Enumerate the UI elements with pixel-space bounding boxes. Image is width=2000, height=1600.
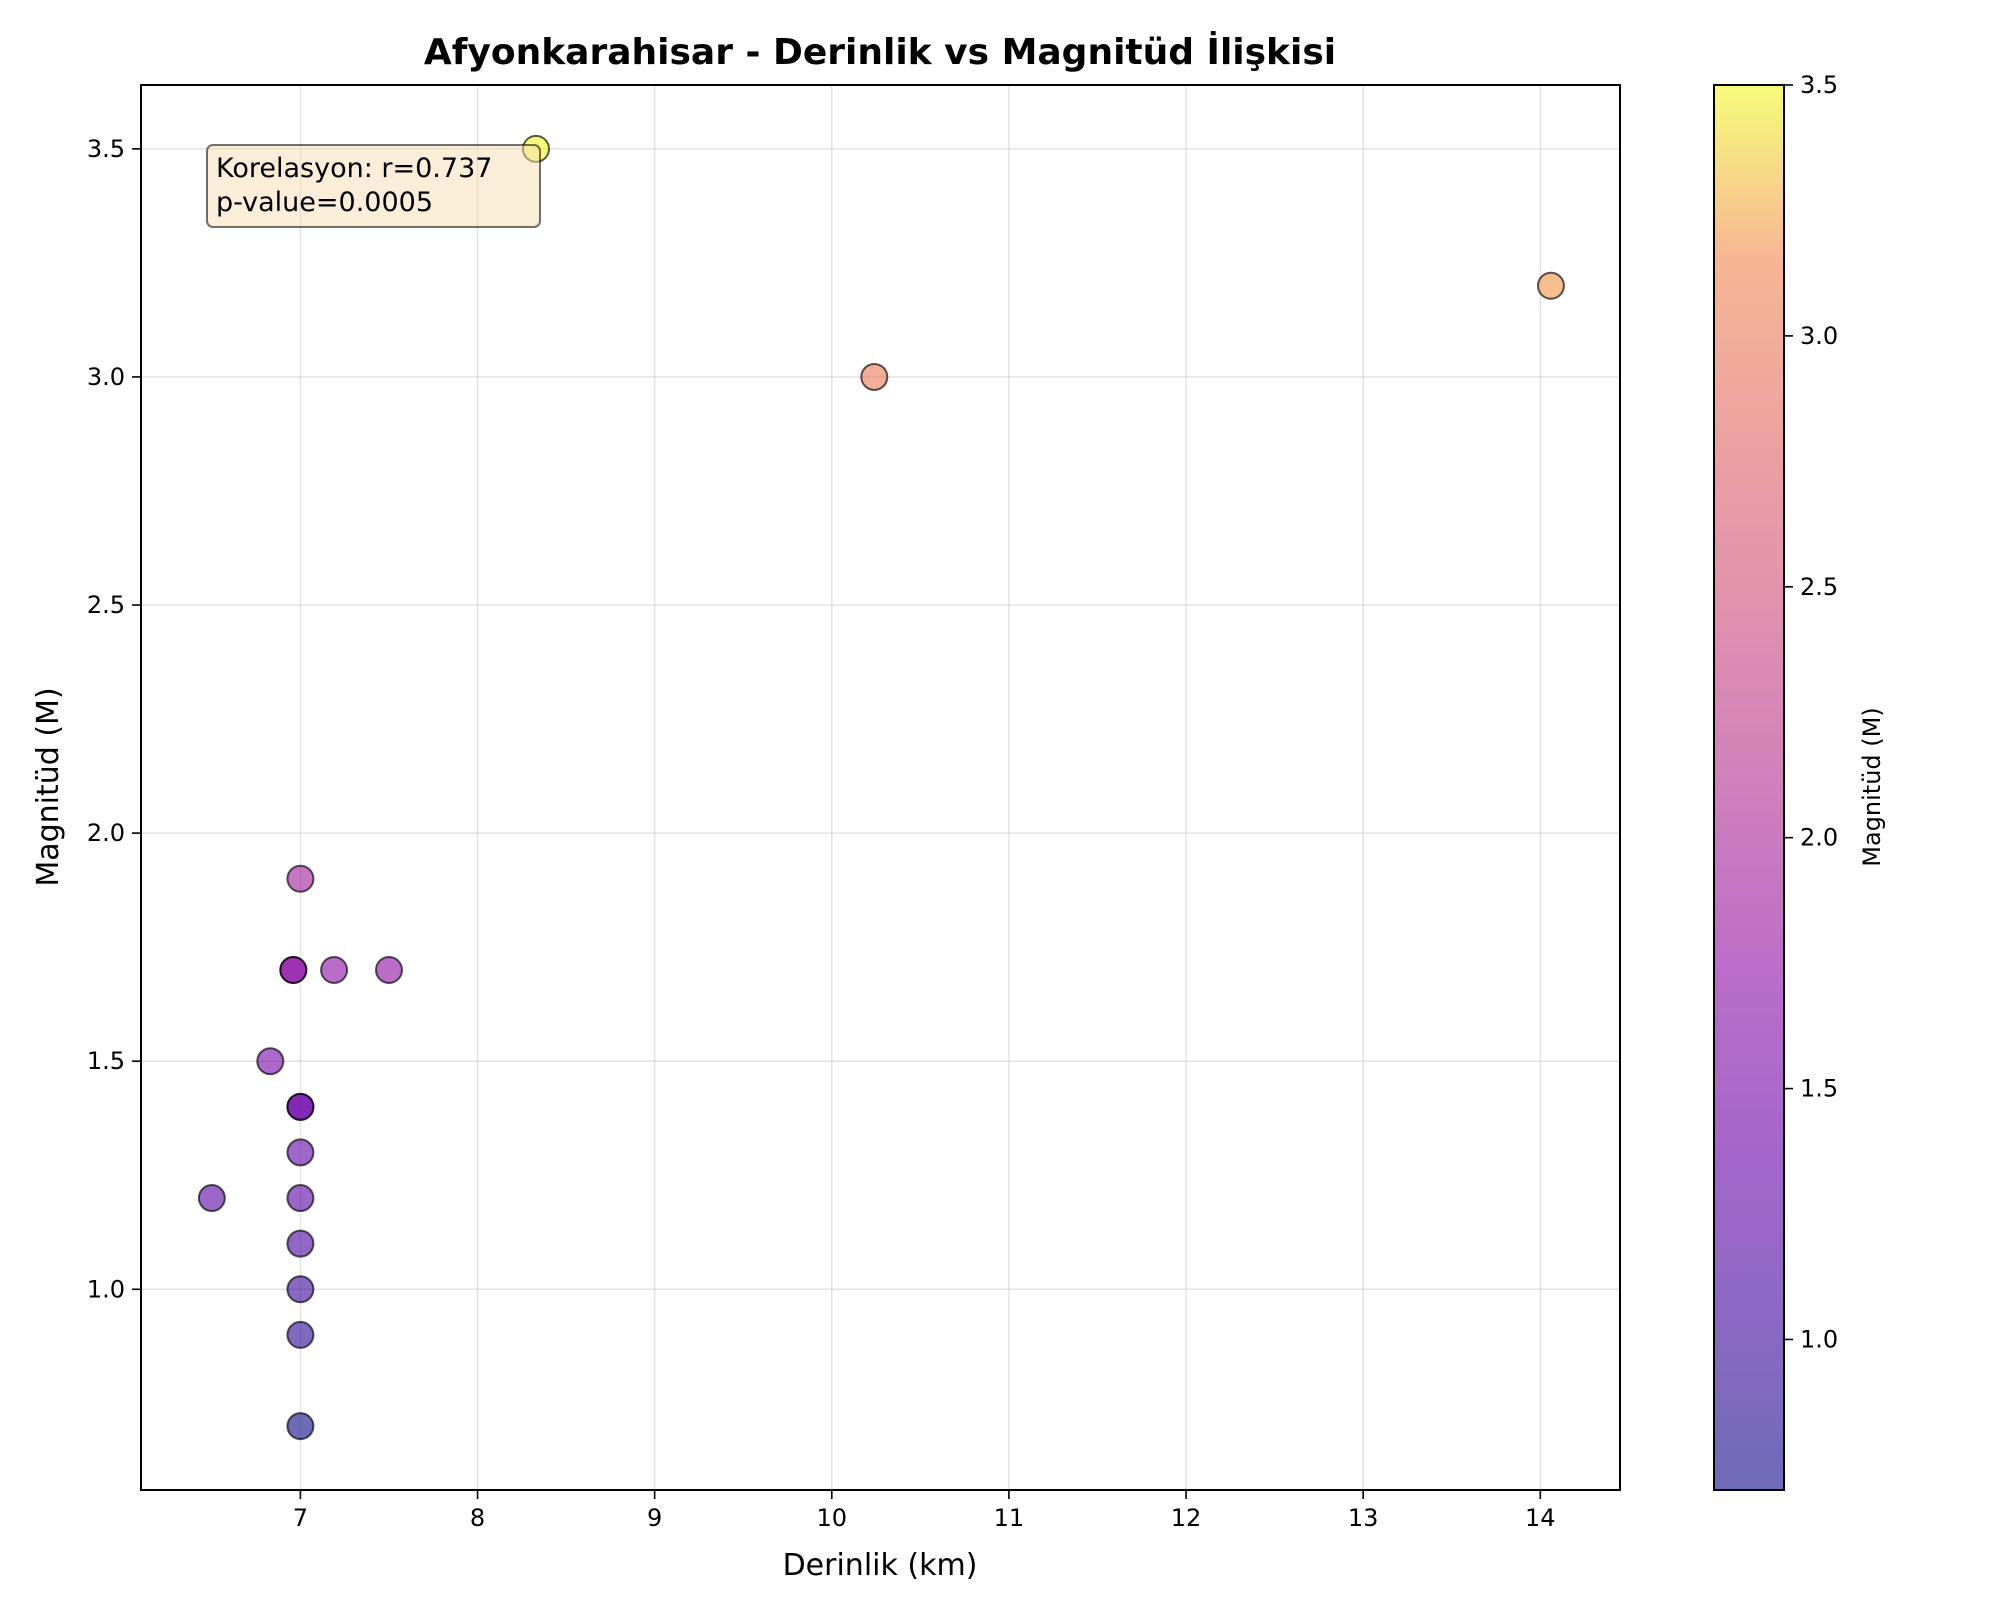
data-point	[286, 1092, 315, 1121]
colorbar-label: Magnitüd (M)	[1858, 707, 1886, 866]
x-tick-label: 12	[1171, 1504, 1202, 1532]
colorbar-tick-label: 3.0	[1800, 322, 1838, 350]
data-point	[860, 362, 889, 391]
y-tick-label: 3.0	[87, 363, 125, 391]
colorbar-tick-label: 2.5	[1800, 573, 1838, 601]
y-tick-label: 2.5	[87, 591, 125, 619]
y-axis-label: Magnitüd (M)	[31, 687, 66, 886]
correlation-annotation: Korelasyon: r=0.737 p-value=0.0005	[206, 144, 541, 228]
colorbar-frame	[1713, 84, 1785, 1491]
annotation-line-pvalue: p-value=0.0005	[216, 187, 433, 218]
colorbar-tick-label: 2.0	[1800, 824, 1838, 852]
x-axis-label: Derinlik (km)	[783, 1548, 978, 1583]
colorbar-ticks: 1.0 1.5 2.0 2.5 3.0 3.5	[1784, 71, 1838, 1353]
colorbar: 1.0 1.5 2.0 2.5 3.0 3.5 Magnitüd (M)	[1713, 71, 1886, 1491]
x-tick-label: 7	[293, 1504, 308, 1532]
data-point	[197, 1184, 226, 1213]
data-point	[374, 955, 403, 984]
annotation-box	[206, 144, 541, 228]
x-tick-label: 13	[1348, 1504, 1379, 1532]
colorbar-tick-label: 3.5	[1800, 71, 1838, 99]
x-tick-label: 10	[817, 1504, 848, 1532]
plot-frame	[140, 84, 1621, 1491]
colorbar-tick-label: 1.0	[1800, 1325, 1838, 1353]
data-point	[286, 1138, 315, 1167]
data-point	[286, 1229, 315, 1258]
y-tick-label: 1.5	[87, 1047, 125, 1075]
x-tick-label: 11	[994, 1504, 1025, 1532]
data-point	[286, 1412, 315, 1441]
annotation-line-correlation: Korelasyon: r=0.737	[216, 153, 492, 184]
chart-title: Afyonkarahisar - Derinlik vs Magnitüd İl…	[424, 31, 1336, 73]
grid-lines	[141, 85, 1620, 1490]
x-tick-label: 8	[470, 1504, 485, 1532]
y-tick-label: 3.5	[87, 135, 125, 163]
data-points	[197, 134, 1565, 1441]
x-axis-ticks: 7 8 9 10 11 12 13 14	[293, 1490, 1556, 1532]
data-point	[256, 1047, 285, 1076]
colorbar-tick-label: 1.5	[1800, 1075, 1838, 1103]
y-tick-label: 2.0	[87, 819, 125, 847]
y-tick-label: 1.0	[87, 1275, 125, 1303]
data-point	[286, 1184, 315, 1213]
data-point	[1536, 271, 1565, 300]
data-point	[286, 1320, 315, 1349]
data-point	[286, 864, 315, 893]
x-tick-label: 14	[1525, 1504, 1556, 1532]
x-tick-label: 9	[647, 1504, 662, 1532]
y-axis-ticks: 1.0 1.5 2.0 2.5 3.0 3.5	[87, 135, 141, 1303]
data-point	[286, 1275, 315, 1304]
data-point	[279, 955, 308, 984]
colorbar-gradient	[1714, 85, 1784, 1490]
data-point	[320, 955, 349, 984]
